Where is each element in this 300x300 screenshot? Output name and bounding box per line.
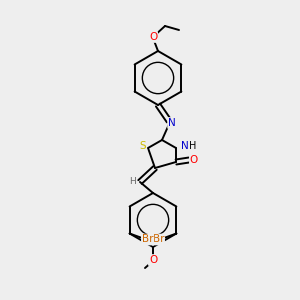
Text: S: S — [140, 141, 146, 151]
Text: Br: Br — [142, 235, 153, 244]
Text: N: N — [181, 141, 189, 151]
Text: Br: Br — [153, 235, 164, 244]
Text: O: O — [190, 155, 198, 165]
Text: H: H — [129, 176, 135, 185]
Text: N: N — [168, 118, 176, 128]
Text: O: O — [149, 255, 157, 265]
Text: H: H — [189, 141, 197, 151]
Text: O: O — [149, 32, 157, 42]
